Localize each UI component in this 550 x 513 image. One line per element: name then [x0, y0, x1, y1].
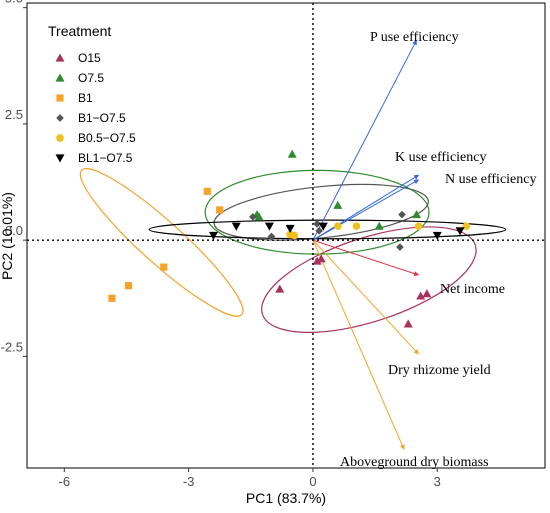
- data-point-b1: [216, 206, 224, 214]
- data-point-b1: [124, 282, 133, 290]
- loading-vector-k-use-efficiency: [312, 174, 420, 241]
- y-axis-title: PC2 (10.01%): [0, 192, 15, 280]
- data-point-b1-o7-5: [313, 220, 321, 228]
- confidence-ellipse-o15: [261, 226, 477, 333]
- data-point-bl1-o7-5: [264, 222, 274, 231]
- data-point-o15: [403, 319, 413, 328]
- data-point-o15: [275, 284, 285, 293]
- data-point-b1-o7-5: [398, 210, 406, 219]
- data-point-o15: [422, 289, 432, 298]
- data-point-bl1-o7-5: [208, 231, 218, 240]
- legend: Treatment O15 O7.5 B1 B1−O7.5 B0.5−O7.5 BL1−O…: [48, 23, 136, 165]
- data-point-b0-5-o7-5: [352, 222, 361, 231]
- loading-vector-net-income: [312, 239, 420, 276]
- legend-label-o7-5: O7.5: [78, 71, 104, 85]
- loading-vector-n-use-efficiency: [312, 179, 420, 241]
- legend-label-b1: B1: [78, 91, 93, 105]
- data-point-bl1-o7-5: [455, 227, 465, 236]
- data-point-b1: [160, 263, 168, 271]
- vector-label-aboveground-dry-biomass: Aboveground dry biomass: [340, 455, 489, 470]
- legend-key-o15: [55, 53, 65, 62]
- data-point-bl1-o7-5: [285, 224, 295, 234]
- legend-key-b0-5-o7-5: [56, 134, 64, 142]
- data-point-b1-o7-5: [249, 213, 257, 221]
- y-tick-label: 2.5: [5, 107, 23, 122]
- confidence-ellipse-o7-5: [204, 169, 430, 255]
- data-point-b0-5-o7-5: [414, 222, 423, 231]
- legend-label-bl1-o7-5: BL1−O7.5: [78, 151, 133, 165]
- data-point-bl1-o7-5: [432, 231, 442, 240]
- ellipse-layer: [79, 168, 507, 333]
- legend-label-o15: O15: [78, 51, 101, 65]
- data-point-o7-5: [333, 200, 343, 209]
- data-point-o15: [316, 254, 326, 263]
- data-point-b1-o7-5: [267, 232, 276, 241]
- vector-label-n-use-efficiency: N use efficiency: [445, 172, 536, 187]
- y-tick-label: -2.5: [1, 339, 23, 354]
- x-tick-label: -6: [59, 474, 71, 489]
- data-point-b0-5-o7-5: [462, 222, 471, 231]
- x-tick-label: 0: [309, 474, 316, 489]
- loading-vector-aboveground-dry-biomass: [312, 239, 405, 450]
- x-tick-label: 3: [434, 474, 441, 489]
- legend-key-b1-o7-5: [56, 114, 64, 122]
- legend-key-o7-5: [55, 73, 65, 82]
- x-axis-ticks: -6 -3 0 3: [59, 468, 441, 489]
- plot-area: [79, 39, 507, 450]
- vector-label-k-use-efficiency: K use efficiency: [395, 150, 486, 165]
- loading-vector-p-use-efficiency: [312, 39, 417, 241]
- legend-key-bl1-o7-5: [55, 154, 65, 163]
- data-point-bl1-o7-5: [318, 222, 328, 231]
- confidence-ellipse-bl1-o7-5: [148, 219, 507, 240]
- legend-label-b0-5-o7-5: B0.5−O7.5: [78, 131, 136, 145]
- legend-title: Treatment: [48, 23, 111, 39]
- data-point-b1: [203, 187, 211, 195]
- data-point-b0-5-o7-5: [333, 222, 342, 231]
- vector-label-p-use-efficiency: P use efficiency: [370, 30, 459, 45]
- vector-label-dry-rhizome-yield: Dry rhizome yield: [388, 363, 491, 378]
- vector-label-net-income: Net income: [440, 282, 505, 297]
- data-point-o7-5: [412, 210, 422, 219]
- data-point-o15: [416, 291, 426, 300]
- data-point-o7-5: [287, 149, 297, 158]
- data-point-b1-o7-5: [315, 227, 323, 235]
- vector-label-layer: P use efficiency K use efficiency N use ef…: [340, 30, 536, 470]
- reference-lines: [27, 3, 545, 468]
- y-tick-label: 5.0: [5, 0, 23, 6]
- data-point-b1-o7-5: [396, 243, 404, 251]
- data-point-o7-5: [374, 221, 384, 230]
- y-tick-label: 0.0: [5, 223, 23, 238]
- data-point-bl1-o7-5: [231, 222, 241, 231]
- loading-vector-dry-rhizome-yield: [312, 239, 419, 355]
- legend-label-b1-o7-5: B1−O7.5: [78, 111, 126, 125]
- x-tick-label: -3: [183, 474, 195, 489]
- vector-layer: [312, 39, 420, 450]
- x-axis-title: PC1 (83.7%): [246, 490, 326, 506]
- confidence-ellipse-b1-o7-5: [213, 183, 430, 241]
- y-axis-ticks: -2.5 0.0 2.5 5.0: [1, 0, 27, 357]
- legend-key-b1: [56, 94, 64, 102]
- data-point-b1: [108, 294, 116, 302]
- data-point-o15: [312, 256, 322, 265]
- confidence-ellipse-b1: [79, 168, 244, 317]
- data-point-b0-5-o7-5: [290, 231, 299, 240]
- point-layer: [108, 149, 471, 328]
